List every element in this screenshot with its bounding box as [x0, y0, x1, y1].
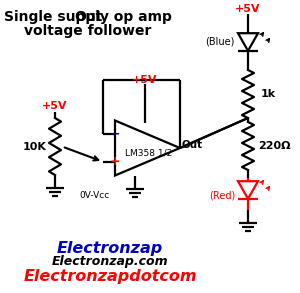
Text: +: +: [110, 155, 121, 168]
Text: (Red): (Red): [209, 191, 235, 201]
Text: 0V-Vcc: 0V-Vcc: [80, 190, 110, 200]
Text: 10K: 10K: [23, 142, 47, 151]
Text: +5V: +5V: [42, 101, 68, 111]
Text: +5V: +5V: [132, 75, 158, 85]
Text: 220Ω: 220Ω: [258, 141, 290, 151]
Text: voltage follower: voltage follower: [24, 24, 152, 38]
Text: Out: Out: [182, 140, 203, 150]
Text: Electronzap: Electronzap: [57, 241, 163, 255]
Text: Single supply op amp: Single supply op amp: [4, 10, 172, 24]
Text: +5V: +5V: [235, 4, 261, 14]
Text: (Blue): (Blue): [205, 37, 235, 47]
Text: −: −: [110, 128, 121, 141]
Text: 1k: 1k: [260, 89, 276, 99]
Text: LM358 1/2: LM358 1/2: [125, 149, 172, 158]
Text: Electronzapdotcom: Electronzapdotcom: [23, 268, 197, 284]
Text: Out: Out: [74, 10, 102, 24]
Text: Electronzap.com: Electronzap.com: [52, 255, 168, 268]
